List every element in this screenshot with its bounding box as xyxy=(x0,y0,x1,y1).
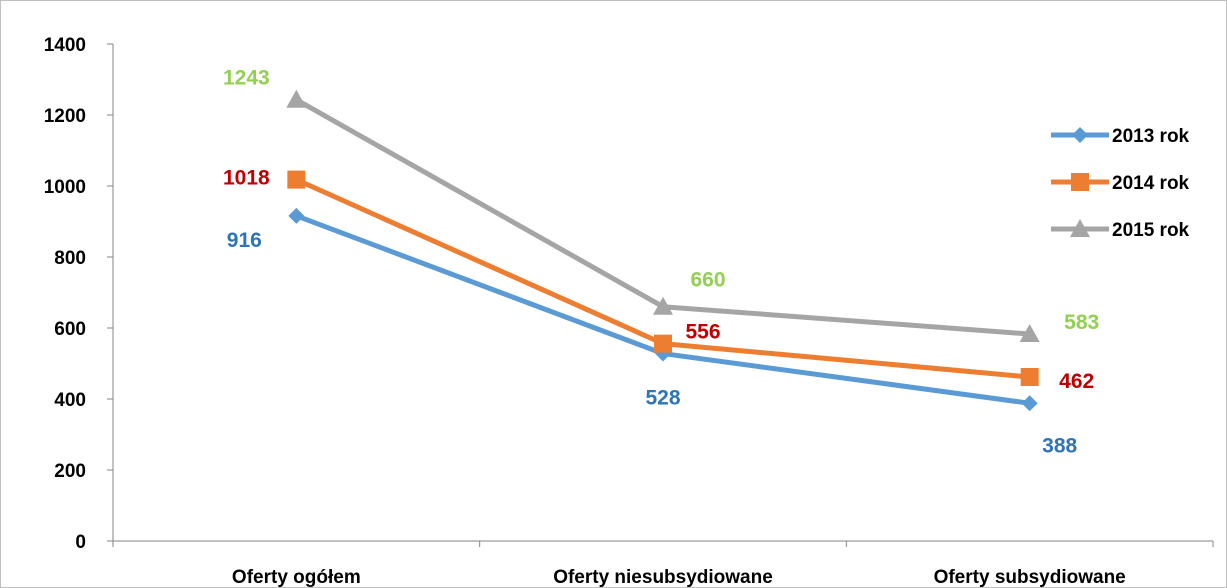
data-label: 462 xyxy=(1059,370,1094,393)
y-tick-label: 1400 xyxy=(44,35,86,56)
legend-label: 2014 rok xyxy=(1112,173,1190,194)
data-label: 583 xyxy=(1064,311,1099,334)
legend-label: 2013 rok xyxy=(1112,126,1190,147)
y-tick-label: 0 xyxy=(75,532,86,553)
y-tick-label: 600 xyxy=(54,319,86,340)
y-tick-label: 800 xyxy=(54,248,86,269)
legend-item: 2014 rok xyxy=(1051,173,1190,194)
data-label: 1018 xyxy=(223,167,270,190)
data-point-marker xyxy=(287,171,305,189)
data-label: 660 xyxy=(690,269,725,292)
y-tick-label: 200 xyxy=(54,461,86,482)
legend-marker xyxy=(1071,173,1089,191)
legend-label: 2015 rok xyxy=(1112,220,1190,241)
data-point-marker xyxy=(654,335,672,353)
x-category-label: Oferty niesubsydiowane xyxy=(553,567,773,588)
x-category-label: Oferty ogółem xyxy=(232,567,361,588)
data-label: 388 xyxy=(1042,434,1077,457)
data-label: 916 xyxy=(227,229,262,252)
data-label: 1243 xyxy=(223,67,270,90)
data-label: 556 xyxy=(685,321,720,344)
data-label: 528 xyxy=(645,387,680,410)
y-tick-label: 400 xyxy=(54,390,86,411)
data-point-marker xyxy=(1021,368,1039,386)
y-tick-label: 1000 xyxy=(44,177,86,198)
y-tick-label: 1200 xyxy=(44,106,86,127)
x-category-label: Oferty subsydiowane xyxy=(934,567,1126,588)
